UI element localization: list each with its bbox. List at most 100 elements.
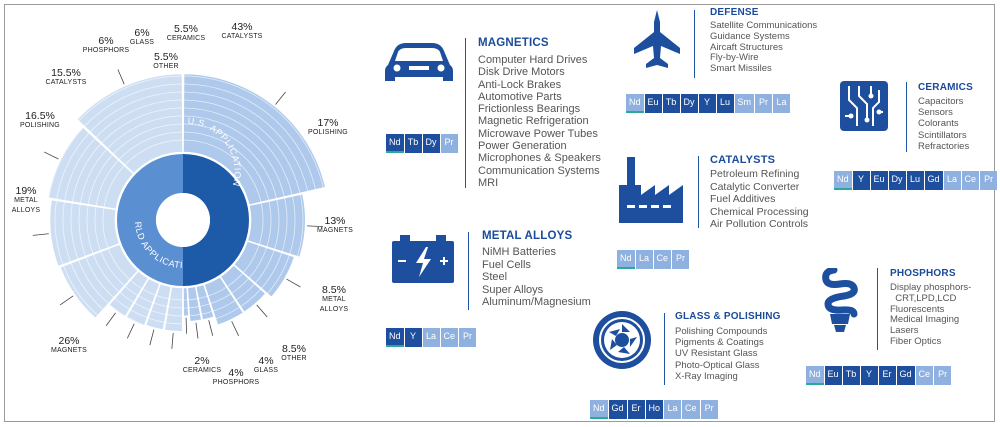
world-segment-other xyxy=(145,283,172,330)
label-us-ceramics: 2% CERAMICS xyxy=(182,355,222,374)
use-item: MRI xyxy=(478,176,499,189)
world-leader-line xyxy=(117,69,125,85)
us-band-line xyxy=(296,194,304,257)
element-chip-gd: Gd xyxy=(924,171,943,190)
use-item: Fuel Additives xyxy=(710,193,776,206)
label-us-other: 8.5% OTHER xyxy=(281,343,307,362)
world-band-line xyxy=(138,295,153,303)
element-chip-ho: Ho xyxy=(645,400,664,419)
glass-polishing-use-list: Polishing Compounds Pigments & Coatings UV… xyxy=(675,326,767,382)
world-band-line xyxy=(101,107,183,144)
world-band-line xyxy=(78,75,182,121)
catalysts-element-strip: Nd La Ce Pr xyxy=(617,250,690,269)
use-item: Photo-Optical Glass xyxy=(675,359,760,371)
phosphors-use-list: Display phosphors- CRT,LPD,LCD Fluorescen… xyxy=(890,282,972,348)
world-leader-line xyxy=(105,312,116,327)
use-item: Colorants xyxy=(918,118,959,130)
us-segment-glass xyxy=(195,284,215,320)
element-chip-pr: Pr xyxy=(980,171,998,190)
element-chip-y: Y xyxy=(698,94,716,113)
element-chip-tb: Tb xyxy=(404,134,422,153)
world-band-line xyxy=(70,203,79,259)
element-chip-pr: Pr xyxy=(700,400,718,419)
world-band-line xyxy=(56,132,90,200)
us-band-line xyxy=(189,314,201,317)
use-item: Automotive Parts xyxy=(478,90,562,103)
use-item: Anti-Lock Brakes xyxy=(478,78,562,91)
use-item: Aluminum/Magnesium xyxy=(482,296,591,309)
element-chip-dy: Dy xyxy=(888,171,906,190)
phosphors-divider xyxy=(877,268,878,350)
use-item: Disk Drive Motors xyxy=(478,66,565,79)
world-band-line xyxy=(130,280,143,289)
element-chip-ce: Ce xyxy=(915,366,934,385)
us-band-line xyxy=(236,283,255,301)
us-band-line xyxy=(213,300,236,312)
us-leader-line xyxy=(195,322,199,339)
use-item: Power Generation xyxy=(478,140,567,153)
element-chip-nd: Nd xyxy=(834,171,852,190)
defense-element-strip: Nd Eu Tb Dy Y Lu Sm Pr La xyxy=(626,94,791,113)
use-item: Display phosphors- xyxy=(890,282,972,293)
us-band-line xyxy=(183,131,270,201)
world-band-line xyxy=(64,138,96,201)
glass-polishing-element-strip: Nd Gd Er Ho La Ce Pr xyxy=(590,400,718,419)
element-chip-nd: Nd xyxy=(626,94,644,113)
us-band-line xyxy=(183,139,262,203)
world-band-line xyxy=(113,123,183,155)
us-leader-line xyxy=(286,278,301,288)
use-item: Magnetic Refrigeration xyxy=(478,115,589,128)
element-chip-la: La xyxy=(773,94,791,113)
us-band-line xyxy=(189,306,199,309)
world-band-line xyxy=(70,263,104,310)
world-band-line xyxy=(109,304,126,317)
catalysts-divider xyxy=(698,156,699,228)
use-item: Fluorescents xyxy=(890,303,945,315)
label-us-magnets: 13% MAGNETS xyxy=(316,215,353,234)
world-band-line xyxy=(167,314,183,317)
us-band-line xyxy=(184,75,324,188)
world-segment-polishing xyxy=(49,199,120,267)
use-item: Steel xyxy=(482,271,508,284)
world-leader-line xyxy=(171,332,174,349)
world-band-line xyxy=(156,295,169,300)
element-chip-pr: Pr xyxy=(755,94,773,113)
magnetics-element-strip: Nd Tb Dy Pr xyxy=(386,134,458,153)
use-item: Lasers xyxy=(890,325,919,337)
world-band-line xyxy=(126,316,145,326)
use-item: Super Alloys xyxy=(482,283,544,296)
us-band-line xyxy=(200,303,210,307)
label-us-metal-alloys: 8.5% METAL ALLOYS xyxy=(319,284,349,313)
phosphors-title: PHOSPHORS xyxy=(890,268,956,279)
us-leader-line xyxy=(231,321,239,336)
world-band-line xyxy=(124,139,183,166)
us-band-line xyxy=(188,298,198,301)
magnetics-divider xyxy=(465,38,466,188)
world-band-line xyxy=(78,204,86,257)
element-chip-ce: Ce xyxy=(440,328,459,347)
world-band-line xyxy=(114,298,130,310)
element-chip-ce: Ce xyxy=(653,250,672,269)
element-chip-dy: Dy xyxy=(680,94,698,113)
element-chip-sm: Sm xyxy=(734,94,755,113)
world-band-line xyxy=(165,322,183,325)
element-chip-tb: Tb xyxy=(662,94,680,113)
element-chip-nd: Nd xyxy=(617,250,635,269)
metal-alloys-element-strip: Nd Y La Ce Pr xyxy=(386,328,477,347)
world-leader-line xyxy=(32,233,49,236)
element-chip-la: La xyxy=(422,328,440,347)
world-band-line xyxy=(87,154,113,205)
world-band-line xyxy=(78,260,109,304)
world-band-line xyxy=(119,292,134,303)
us-band-line xyxy=(183,83,316,190)
us-band-line xyxy=(261,252,283,289)
ceramics-divider xyxy=(906,82,907,152)
world-band-line xyxy=(150,310,166,315)
world-band-line xyxy=(54,200,64,265)
use-item: Air Pollution Controls xyxy=(710,218,809,231)
use-item: Communication Systems xyxy=(478,164,600,177)
magnetics-use-list: Computer Hard Drives Disk Drive Motors Ant… xyxy=(478,54,601,189)
element-chip-eu: Eu xyxy=(870,171,888,190)
us-band-line xyxy=(183,123,277,199)
element-chip-la: La xyxy=(635,250,653,269)
